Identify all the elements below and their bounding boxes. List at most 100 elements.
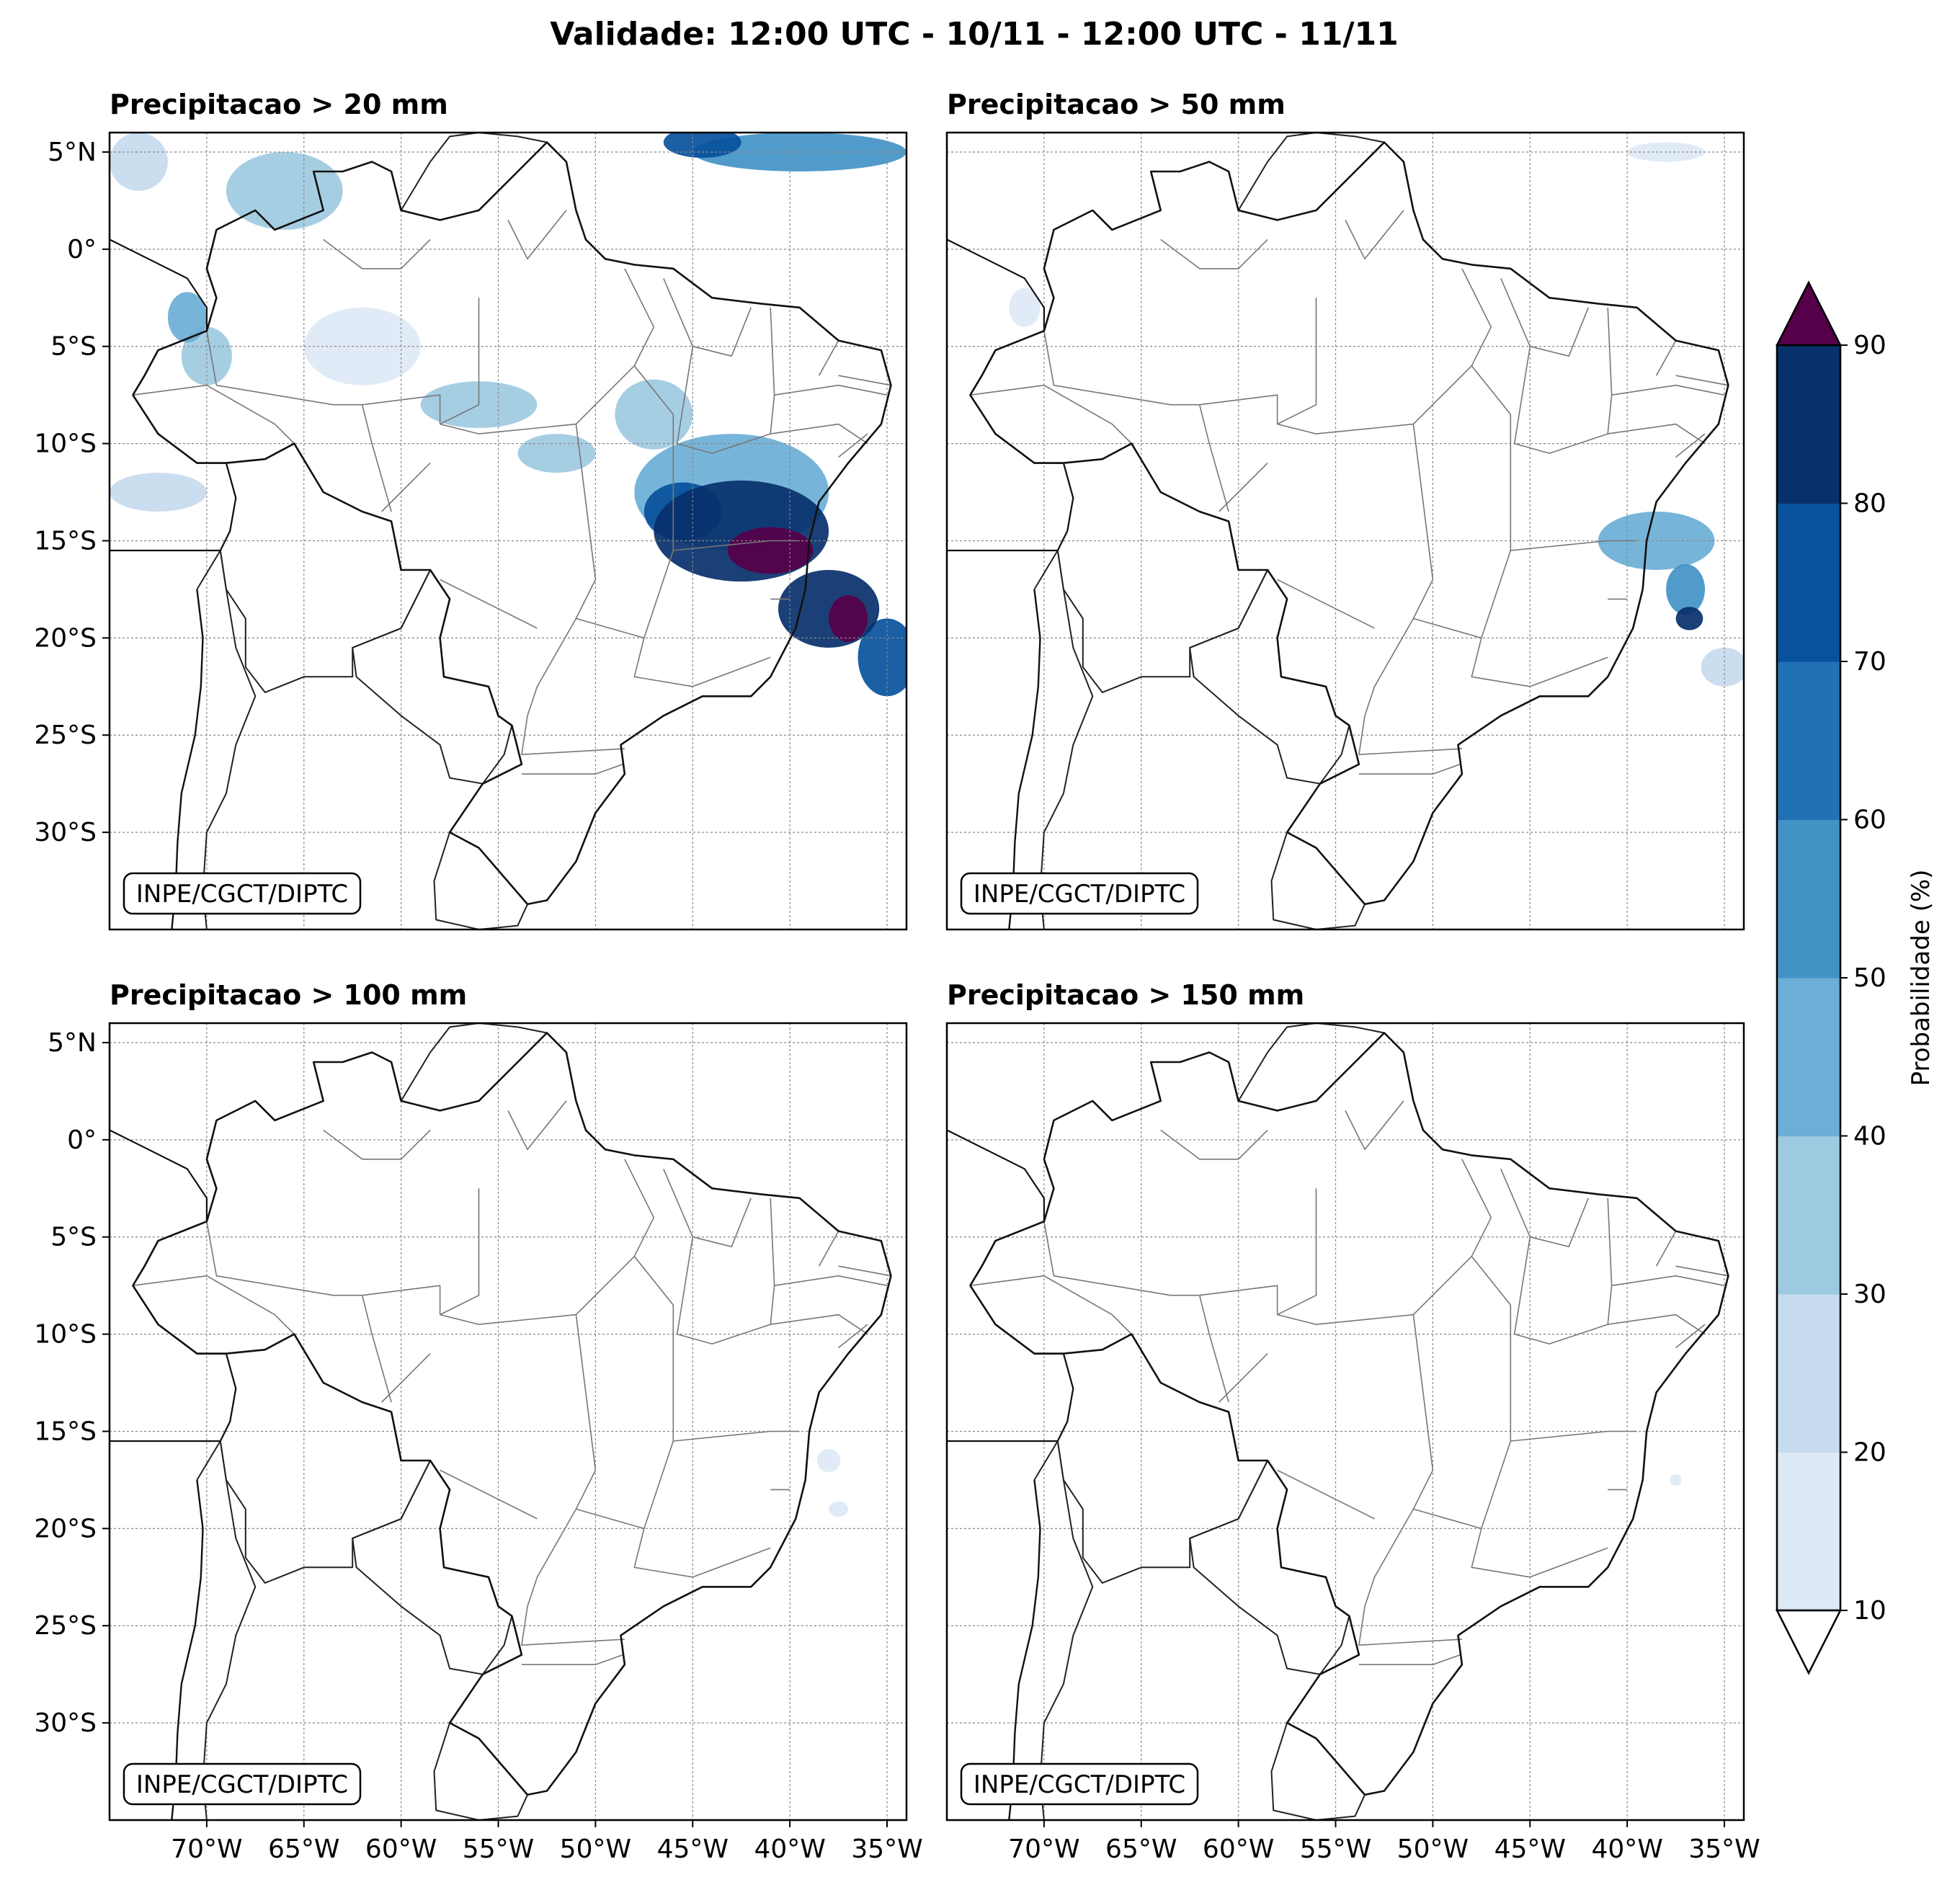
lon-tick-label: 65°W bbox=[268, 1834, 339, 1864]
state-border bbox=[818, 1231, 839, 1267]
credit-frame bbox=[960, 1762, 1199, 1806]
state-border bbox=[1513, 1198, 1613, 1345]
colorbar-level bbox=[1777, 978, 1840, 1136]
state-border bbox=[1675, 433, 1706, 458]
probability-area bbox=[517, 434, 596, 473]
lat-tick-label: 0° bbox=[67, 1125, 97, 1155]
probability-area bbox=[1670, 1473, 1682, 1486]
panel-precip-150: Precipitacao > 150 mm INPE/CGCT/DIPTC 70°… bbox=[945, 979, 1760, 1864]
map-layers bbox=[947, 133, 1744, 929]
credit-box: INPE/CGCT/DIPTC bbox=[960, 872, 1199, 915]
credit-box: INPE/CGCT/DIPTC bbox=[122, 872, 362, 915]
country-border bbox=[1039, 550, 1094, 929]
panel-title: Precipitacao > 100 mm bbox=[110, 979, 467, 1011]
panel-precip-20: Precipitacao > 20 mm INPE/CGCT/DIPTC 5°N 0… bbox=[34, 89, 908, 931]
state-border bbox=[1608, 1314, 1706, 1335]
country-border bbox=[1033, 1440, 1059, 1481]
state-border bbox=[381, 1353, 431, 1403]
state-border bbox=[1198, 404, 1229, 512]
colorbar-tick-label: 50 bbox=[1853, 963, 1886, 993]
state-border bbox=[1471, 638, 1608, 687]
lat-tick-label: 30°S bbox=[34, 818, 97, 847]
probability-area bbox=[692, 133, 906, 171]
colorbar-over-arrow bbox=[1775, 280, 1843, 347]
state-border bbox=[1160, 1129, 1268, 1160]
lat-tick-label: 10°S bbox=[34, 1320, 97, 1350]
probability-area bbox=[1666, 563, 1706, 615]
probability-area bbox=[816, 1448, 841, 1473]
lon-tick-label: 45°W bbox=[657, 1834, 729, 1864]
state-border bbox=[1655, 1231, 1677, 1267]
state-border bbox=[440, 298, 480, 425]
colorbar-tick-label: 90 bbox=[1853, 331, 1886, 360]
state-border bbox=[970, 384, 1132, 445]
lat-tick-label: 5°S bbox=[50, 1223, 97, 1252]
state-border bbox=[521, 1654, 623, 1665]
state-border bbox=[1655, 340, 1677, 376]
state-border bbox=[1358, 1654, 1461, 1665]
state-border bbox=[838, 433, 868, 458]
lat-tick-label: 5°N bbox=[48, 1028, 97, 1058]
lat-tick-label: 20°S bbox=[34, 1514, 97, 1543]
state-border bbox=[1471, 365, 1512, 502]
probability-area bbox=[226, 151, 343, 230]
colorbar-tick-label: 60 bbox=[1853, 806, 1886, 835]
brazil-coastline bbox=[969, 1032, 1729, 1796]
lon-tick-label: 50°W bbox=[1397, 1834, 1469, 1864]
figure-title: Validade: 12:00 UTC - 10/11 - 12:00 UTC … bbox=[550, 16, 1399, 53]
panel-title: Precipitacao > 20 mm bbox=[110, 89, 448, 120]
probability-area bbox=[663, 133, 741, 159]
state-border bbox=[1358, 715, 1462, 755]
lon-tick-label: 40°W bbox=[1591, 1834, 1662, 1864]
colorbar-level bbox=[1777, 345, 1840, 504]
graticule bbox=[110, 1023, 906, 1820]
lon-tick-label: 65°W bbox=[1105, 1834, 1177, 1864]
colorbar-tick-label: 40 bbox=[1853, 1122, 1886, 1151]
colorbar-level bbox=[1777, 1452, 1840, 1611]
colorbar-levels bbox=[1777, 345, 1840, 1611]
state-border bbox=[1358, 1606, 1462, 1646]
state-border bbox=[323, 1129, 431, 1160]
colorbar-tick-label: 20 bbox=[1853, 1438, 1886, 1468]
country-border bbox=[202, 1440, 257, 1820]
state-border bbox=[521, 763, 623, 775]
map-background bbox=[110, 1023, 906, 1820]
colorbar: 10 20 30 40 50 60 70 80 90 Probabilidade (%) bbox=[1775, 280, 1936, 1675]
lat-tick-label: 10°S bbox=[34, 429, 97, 459]
state-border bbox=[1358, 763, 1461, 775]
lat-tick-label: 25°S bbox=[34, 721, 97, 750]
colorbar-level bbox=[1777, 819, 1840, 978]
state-border bbox=[575, 268, 655, 425]
lat-tick-label: 5°N bbox=[48, 138, 97, 167]
lat-tick-label: 0° bbox=[67, 235, 97, 264]
state-border bbox=[1611, 1275, 1725, 1286]
brazil-coastline bbox=[132, 141, 892, 906]
credit-box: INPE/CGCT/DIPTC bbox=[960, 1762, 1199, 1806]
probability-area bbox=[167, 292, 207, 343]
country-border bbox=[196, 1440, 221, 1481]
lon-tick-label: 40°W bbox=[754, 1834, 825, 1864]
country-border bbox=[196, 550, 221, 590]
brazil-coastline bbox=[969, 141, 1729, 906]
state-border bbox=[1198, 1295, 1229, 1403]
borders bbox=[947, 133, 1729, 929]
probability-area bbox=[181, 326, 232, 385]
borders bbox=[110, 133, 892, 929]
graticule bbox=[110, 133, 906, 929]
probability-area bbox=[1701, 647, 1744, 687]
map-frame bbox=[945, 131, 1745, 931]
state-border bbox=[1675, 375, 1729, 386]
panel-title: Precipitacao > 50 mm bbox=[947, 89, 1286, 120]
state-border bbox=[440, 1188, 480, 1316]
state-border bbox=[838, 1324, 868, 1349]
panel-title: Precipitacao > 150 mm bbox=[947, 979, 1304, 1011]
lon-tick-label: 70°W bbox=[1008, 1834, 1079, 1864]
state-border bbox=[361, 1295, 392, 1403]
lon-tick-label: 55°W bbox=[463, 1834, 534, 1864]
state-border bbox=[1219, 463, 1268, 512]
map-frame bbox=[108, 1022, 908, 1822]
lon-tick-label: 60°W bbox=[365, 1834, 437, 1864]
state-border bbox=[575, 1159, 655, 1316]
colorbar-label: Probabilidade (%) bbox=[1907, 870, 1936, 1087]
